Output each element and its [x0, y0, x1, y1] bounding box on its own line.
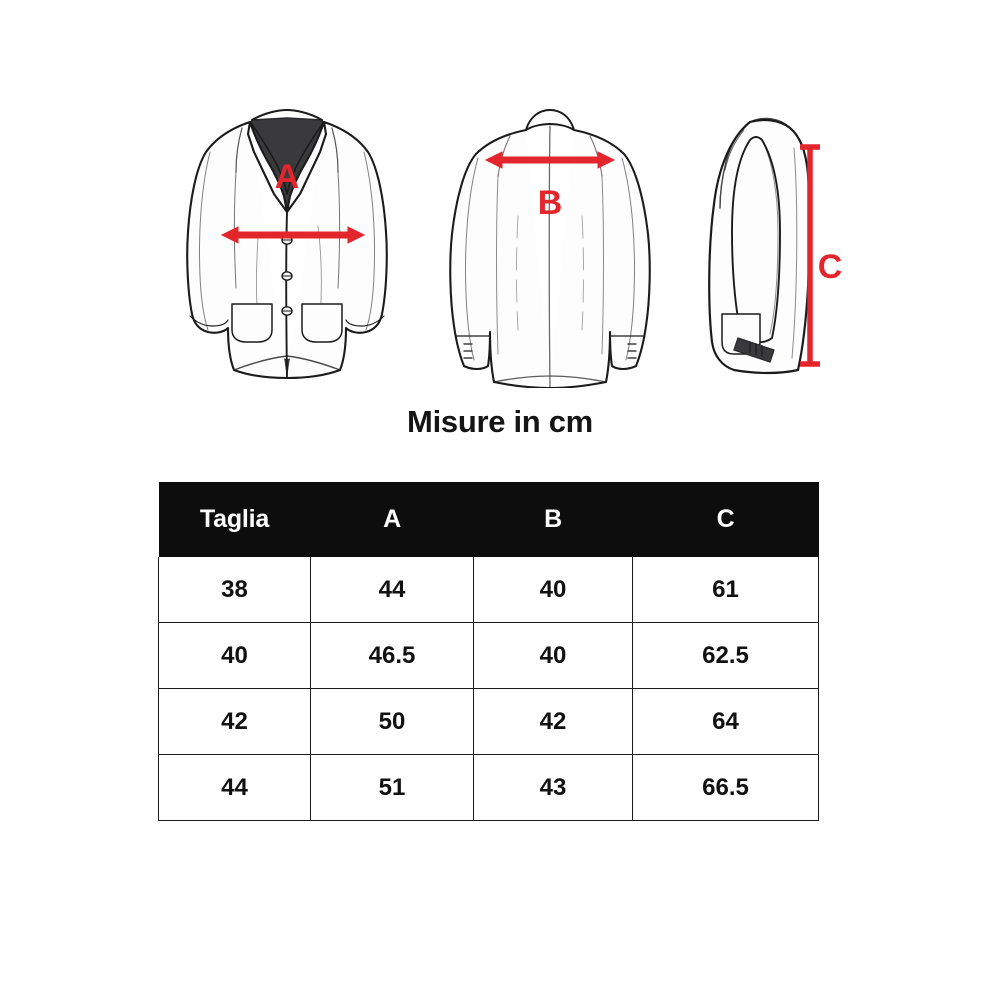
side-cuff-buttons	[749, 341, 763, 357]
back-left-body	[449, 128, 552, 388]
table-row: 38 44 40 61	[158, 557, 819, 623]
left-patch-pocket	[231, 303, 273, 343]
back-right-body	[548, 128, 651, 388]
cell-c: 61	[632, 557, 819, 623]
centre-back-seam	[548, 125, 551, 388]
front-closure	[285, 211, 288, 379]
measure-line-a	[220, 226, 366, 244]
cuff-buttons	[463, 343, 637, 359]
cell-size: 44	[158, 754, 311, 821]
cell-b: 42	[473, 688, 633, 755]
cell-c: 66.5	[632, 754, 819, 821]
cell-a: 46.5	[310, 622, 474, 689]
side-collar	[749, 117, 791, 129]
column-header-c: C	[632, 482, 819, 557]
front-buttons	[281, 235, 293, 316]
cell-b: 40	[473, 622, 633, 689]
table-row: 40 46.5 40 62.5	[158, 622, 819, 689]
measure-label-c: C	[818, 248, 843, 286]
column-header-b: B	[473, 482, 633, 557]
side-view-illustration: C	[688, 108, 860, 388]
size-table: Taglia A B C 38 44 40 61 40 46.5 40 62.5…	[158, 482, 819, 821]
measure-line-b	[484, 151, 616, 169]
cell-size: 38	[158, 557, 311, 623]
front-view-illustration: A	[180, 108, 395, 388]
side-sleeve	[731, 136, 781, 344]
measurement-unit-caption: Misure in cm	[407, 404, 593, 439]
cell-c: 62.5	[632, 622, 819, 689]
column-header-a: A	[310, 482, 474, 557]
measure-label-a: A	[275, 158, 300, 196]
back-view-illustration: B	[438, 104, 662, 388]
cell-b: 43	[473, 754, 633, 821]
right-patch-pocket	[301, 303, 343, 343]
table-row: 44 51 43 66.5	[158, 754, 819, 821]
cell-a: 50	[310, 688, 474, 755]
measure-label-b: B	[538, 184, 563, 222]
cell-size: 40	[158, 622, 311, 689]
cell-size: 42	[158, 688, 311, 755]
cell-a: 44	[310, 557, 474, 623]
cell-c: 64	[632, 688, 819, 755]
cell-b: 40	[473, 557, 633, 623]
table-row: 42 50 42 64	[158, 688, 819, 755]
measure-line-c	[800, 144, 820, 367]
cell-a: 51	[310, 754, 474, 821]
column-header-taglia: Taglia	[158, 482, 311, 557]
table-header-row: Taglia A B C	[158, 482, 819, 557]
collar	[251, 109, 323, 121]
right-lapel	[285, 120, 328, 214]
